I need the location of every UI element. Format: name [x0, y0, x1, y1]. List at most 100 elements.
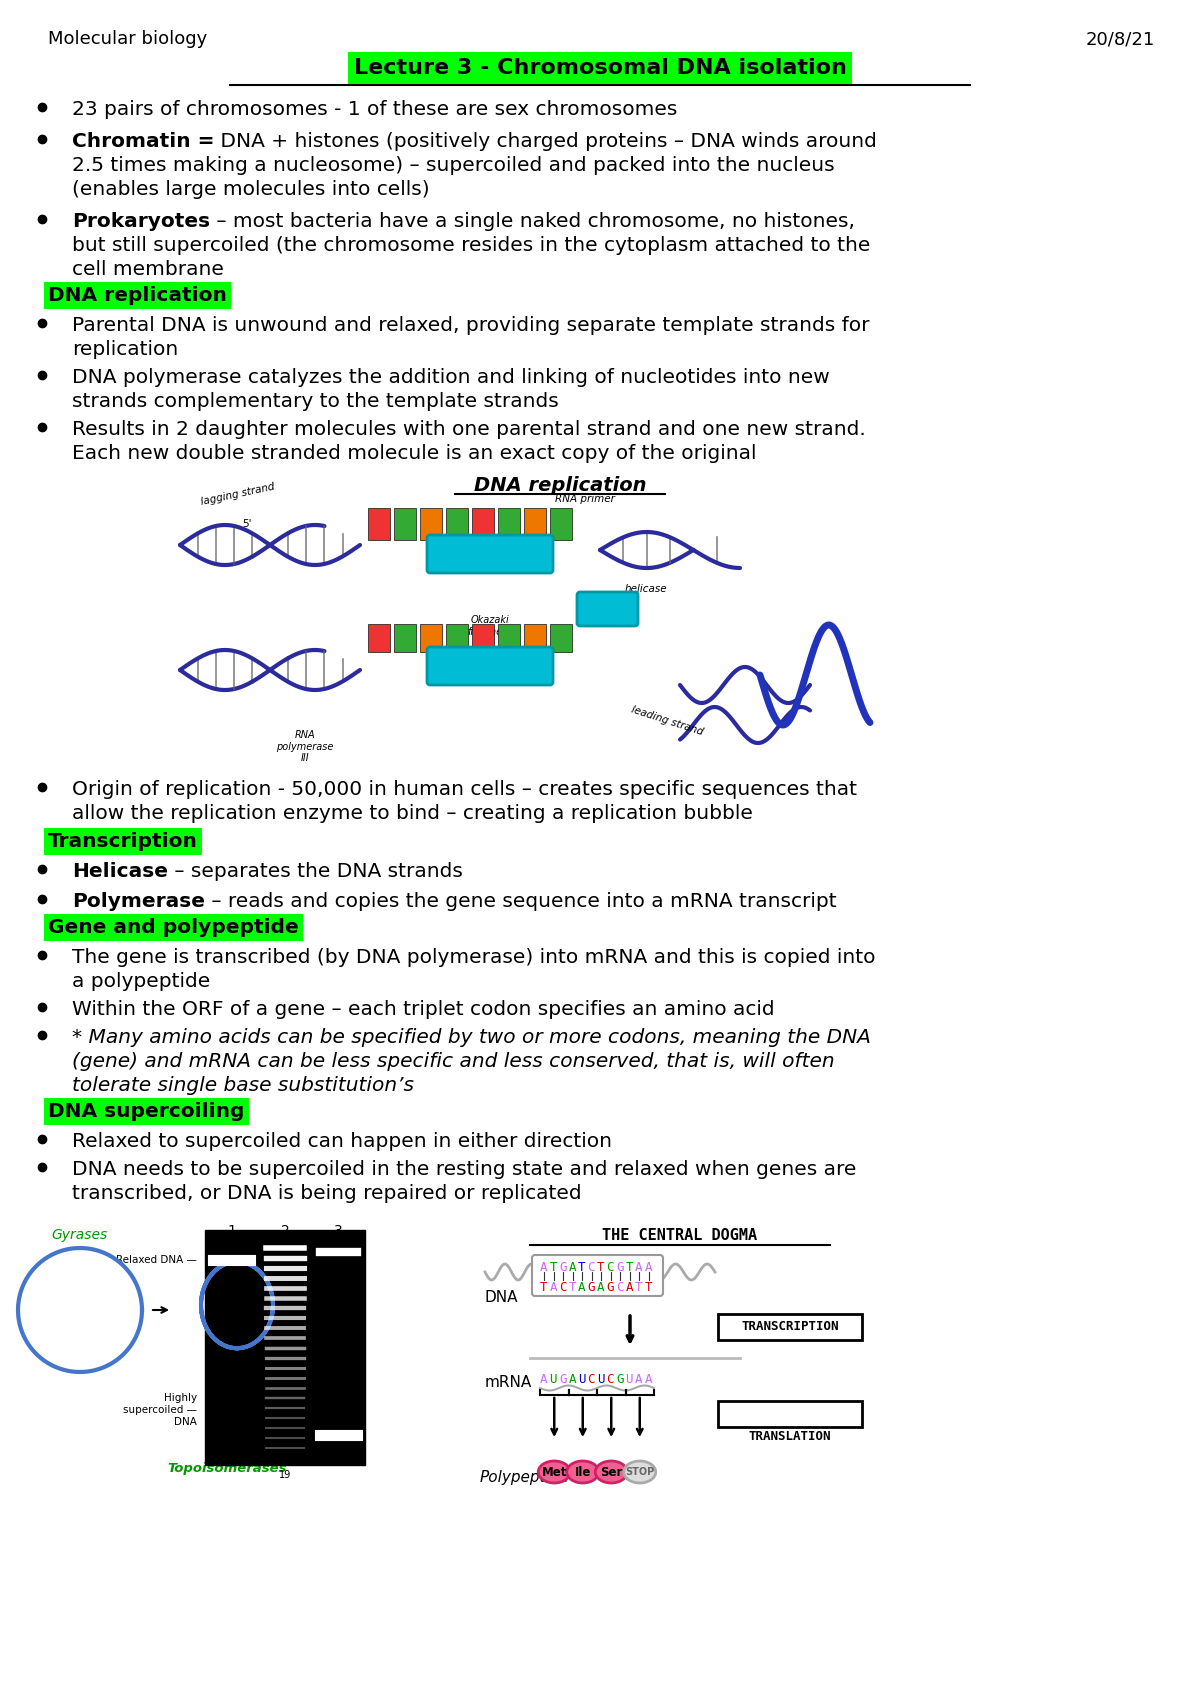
Text: Transcription: Transcription — [48, 832, 198, 851]
Text: – reads and copies the gene sequence into a mRNA transcript: – reads and copies the gene sequence int… — [205, 891, 836, 912]
Text: T: T — [540, 1280, 547, 1294]
Text: TRANSLATION: TRANSLATION — [749, 1430, 832, 1443]
FancyBboxPatch shape — [427, 647, 553, 684]
FancyBboxPatch shape — [368, 508, 390, 540]
Text: Results in 2 daughter molecules with one parental strand and one new strand.: Results in 2 daughter molecules with one… — [72, 419, 865, 440]
Text: Chromatin =: Chromatin = — [72, 132, 215, 151]
Text: 23 pairs of chromosomes - 1 of these are sex chromosomes: 23 pairs of chromosomes - 1 of these are… — [72, 100, 677, 119]
Text: Helicase: Helicase — [72, 863, 168, 881]
Text: G: G — [616, 1374, 624, 1386]
Text: Topoisomerases: Topoisomerases — [167, 1462, 287, 1476]
Text: A: A — [598, 1280, 605, 1294]
Text: 20/8/21: 20/8/21 — [1086, 31, 1154, 48]
FancyBboxPatch shape — [472, 623, 494, 652]
Text: cell membrane: cell membrane — [72, 260, 224, 278]
Text: strands complementary to the template strands: strands complementary to the template st… — [72, 392, 559, 411]
Text: T: T — [550, 1262, 557, 1274]
FancyBboxPatch shape — [472, 508, 494, 540]
Text: G: G — [606, 1280, 614, 1294]
FancyBboxPatch shape — [532, 1255, 662, 1296]
Text: Gene and polypeptide: Gene and polypeptide — [48, 919, 299, 937]
FancyBboxPatch shape — [446, 508, 468, 540]
Text: Relaxed DNA —: Relaxed DNA — — [116, 1255, 197, 1265]
Text: DNA replication: DNA replication — [48, 285, 227, 306]
Text: G: G — [616, 1262, 624, 1274]
Text: RNA primer: RNA primer — [554, 494, 614, 504]
Text: A: A — [578, 1280, 586, 1294]
Text: U: U — [578, 1374, 586, 1386]
Text: A: A — [644, 1374, 652, 1386]
Text: Gyrases: Gyrases — [52, 1228, 108, 1241]
Text: Polypeptide: Polypeptide — [480, 1470, 570, 1486]
Text: 19: 19 — [278, 1470, 292, 1481]
FancyBboxPatch shape — [498, 508, 520, 540]
Text: (enables large molecules into cells): (enables large molecules into cells) — [72, 180, 430, 199]
FancyBboxPatch shape — [420, 508, 442, 540]
FancyBboxPatch shape — [427, 535, 553, 572]
FancyBboxPatch shape — [550, 623, 572, 652]
FancyBboxPatch shape — [550, 508, 572, 540]
Text: RNA
polymerase
III: RNA polymerase III — [276, 730, 334, 762]
Text: Ile: Ile — [575, 1465, 590, 1479]
Text: DNA replication: DNA replication — [474, 475, 647, 496]
Text: Origin of replication - 50,000 in human cells – creates specific sequences that: Origin of replication - 50,000 in human … — [72, 779, 857, 800]
Text: 5': 5' — [242, 520, 252, 530]
Text: G: G — [588, 1280, 595, 1294]
Text: allow the replication enzyme to bind – creating a replication bubble: allow the replication enzyme to bind – c… — [72, 803, 752, 824]
Bar — [205, 1229, 365, 1465]
Text: A: A — [569, 1262, 576, 1274]
Text: The gene is transcribed (by DNA polymerase) into mRNA and this is copied into: The gene is transcribed (by DNA polymera… — [72, 947, 876, 966]
FancyBboxPatch shape — [420, 623, 442, 652]
Text: – most bacteria have a single naked chromosome, no histones,: – most bacteria have a single naked chro… — [210, 212, 856, 231]
Text: T: T — [635, 1280, 642, 1294]
Text: T: T — [644, 1280, 652, 1294]
Text: T: T — [569, 1280, 576, 1294]
FancyBboxPatch shape — [368, 623, 390, 652]
Text: G: G — [559, 1262, 566, 1274]
Text: A: A — [635, 1262, 642, 1274]
Text: A: A — [540, 1262, 547, 1274]
Text: 2: 2 — [281, 1224, 289, 1238]
Text: * Many amino acids can be specified by two or more codons, meaning the DNA: * Many amino acids can be specified by t… — [72, 1027, 871, 1048]
Text: DNA supercoiling: DNA supercoiling — [48, 1102, 245, 1121]
FancyBboxPatch shape — [718, 1314, 862, 1340]
Text: C: C — [616, 1280, 624, 1294]
Text: G: G — [559, 1374, 566, 1386]
Text: Relaxed to supercoiled can happen in either direction: Relaxed to supercoiled can happen in eit… — [72, 1133, 612, 1151]
Text: lagging strand: lagging strand — [200, 482, 276, 508]
Text: Okazaki
fragment: Okazaki fragment — [468, 615, 512, 637]
FancyBboxPatch shape — [718, 1401, 862, 1426]
Text: U: U — [598, 1374, 605, 1386]
Text: A: A — [550, 1280, 557, 1294]
Text: Lecture 3 - Chromosomal DNA isolation: Lecture 3 - Chromosomal DNA isolation — [354, 58, 846, 78]
Text: C: C — [606, 1262, 614, 1274]
Text: A: A — [635, 1374, 642, 1386]
Text: T: T — [578, 1262, 586, 1274]
Ellipse shape — [566, 1460, 599, 1482]
Ellipse shape — [624, 1460, 655, 1482]
FancyBboxPatch shape — [394, 623, 416, 652]
Text: Parental DNA is unwound and relaxed, providing separate template strands for: Parental DNA is unwound and relaxed, pro… — [72, 316, 870, 335]
Text: Molecular biology: Molecular biology — [48, 31, 208, 48]
FancyBboxPatch shape — [524, 623, 546, 652]
Text: C: C — [588, 1374, 595, 1386]
Text: but still supercoiled (the chromosome resides in the cytoplasm attached to the: but still supercoiled (the chromosome re… — [72, 236, 870, 255]
Text: mRNA: mRNA — [485, 1375, 533, 1391]
Text: 1: 1 — [227, 1224, 236, 1238]
Text: Polymerase: Polymerase — [72, 891, 205, 912]
Text: THE CENTRAL DOGMA: THE CENTRAL DOGMA — [602, 1228, 757, 1243]
Text: 2.5 times making a nucleosome) – supercoiled and packed into the nucleus: 2.5 times making a nucleosome) – superco… — [72, 156, 835, 175]
Text: Highly
supercoiled —
DNA: Highly supercoiled — DNA — [124, 1394, 197, 1426]
Text: TRANSCRIPTION: TRANSCRIPTION — [742, 1321, 839, 1333]
Text: transcribed, or DNA is being repaired or replicated: transcribed, or DNA is being repaired or… — [72, 1184, 582, 1202]
FancyBboxPatch shape — [524, 508, 546, 540]
Text: a polypeptide: a polypeptide — [72, 971, 210, 992]
Text: DNA: DNA — [485, 1290, 518, 1306]
Text: T: T — [598, 1262, 605, 1274]
Text: Met: Met — [541, 1465, 566, 1479]
Text: U: U — [550, 1374, 557, 1386]
Text: Within the ORF of a gene – each triplet codon specifies an amino acid: Within the ORF of a gene – each triplet … — [72, 1000, 775, 1019]
Text: – separates the DNA strands: – separates the DNA strands — [168, 863, 463, 881]
Text: DNA polymerase catalyzes the addition and linking of nucleotides into new: DNA polymerase catalyzes the addition an… — [72, 368, 829, 387]
Text: A: A — [569, 1374, 576, 1386]
